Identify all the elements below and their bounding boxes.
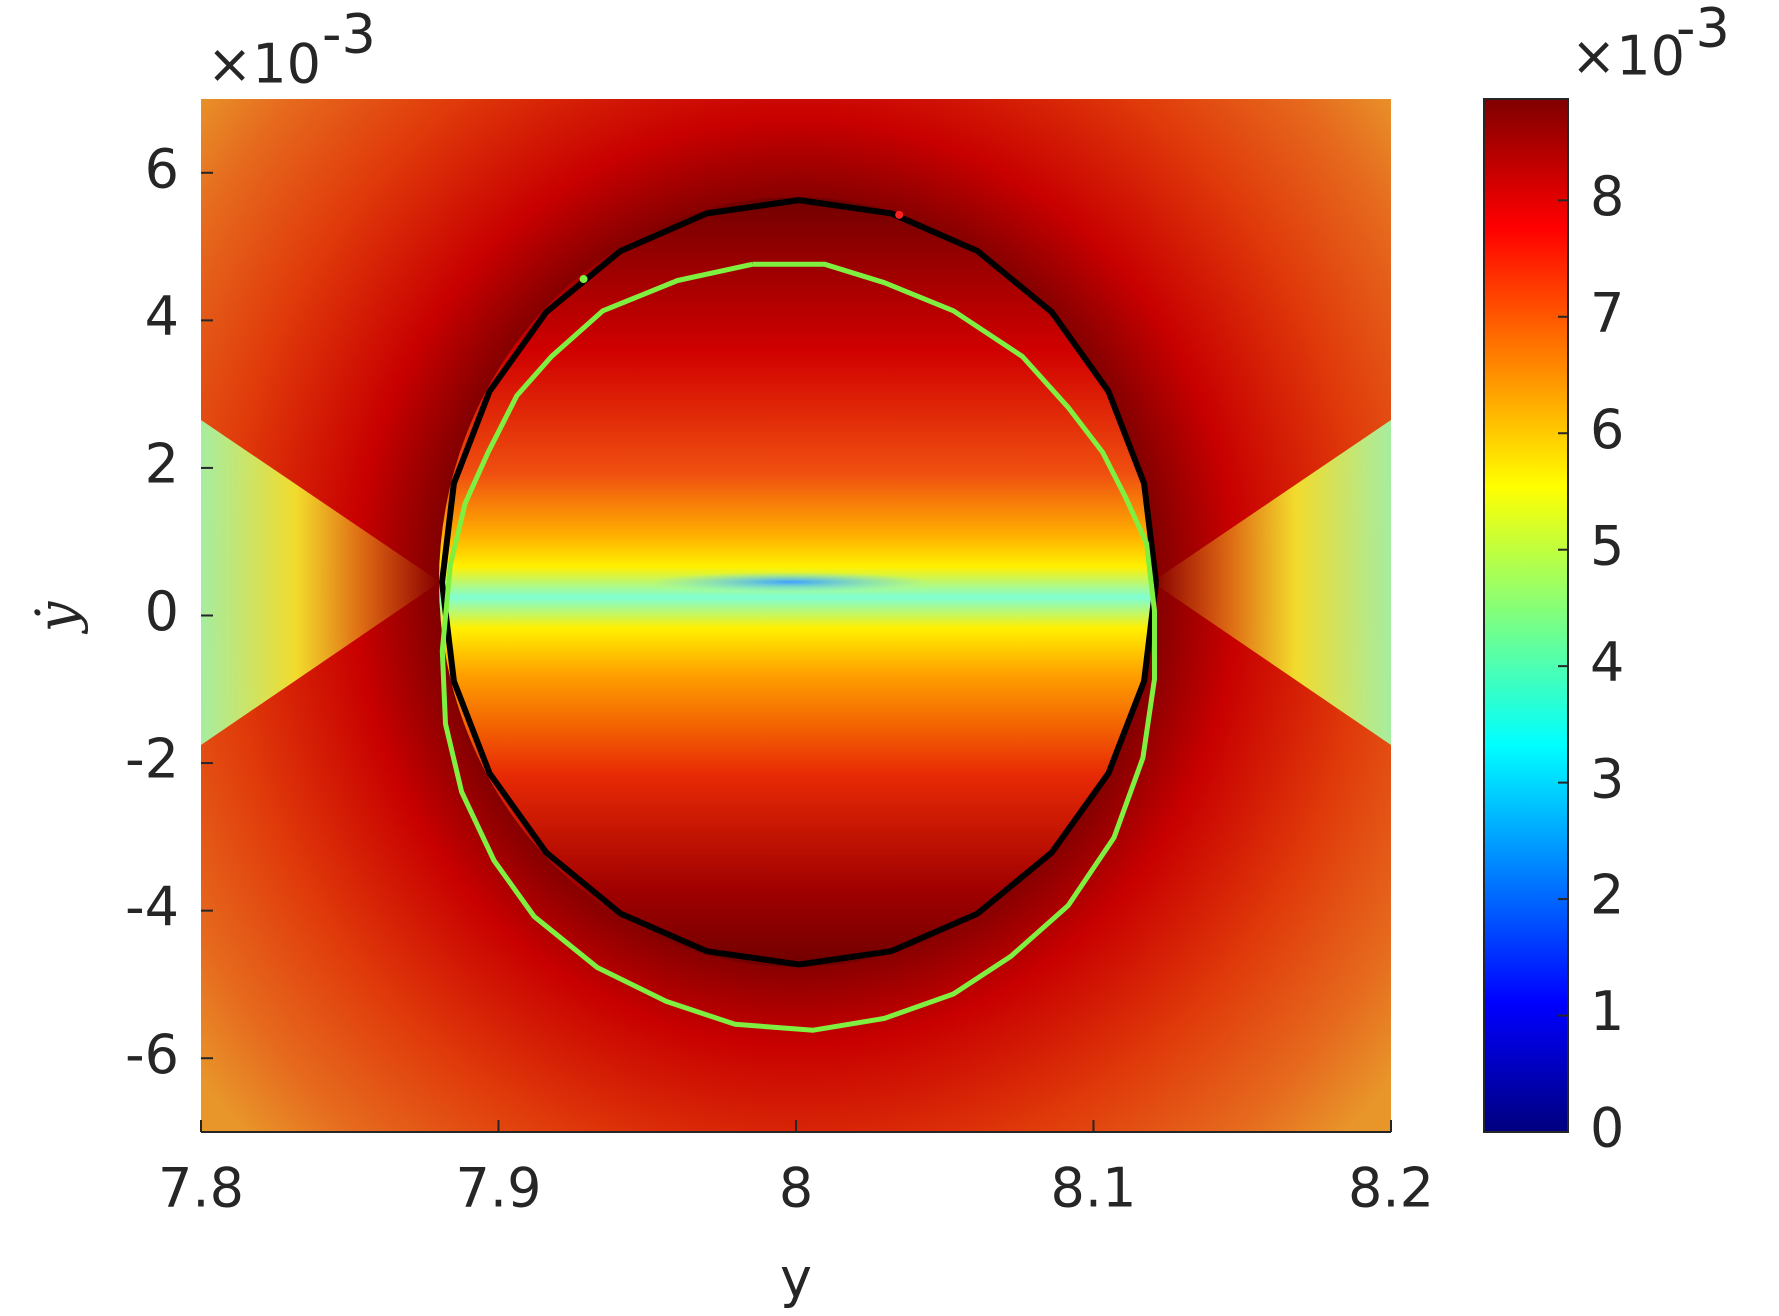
- x-axis-label: y: [780, 1247, 812, 1310]
- x-tick-label: 7.8: [158, 1157, 244, 1220]
- field-min: [650, 572, 930, 592]
- field-wedge: [201, 420, 440, 745]
- point: [895, 210, 904, 219]
- curves: [439, 197, 1159, 1033]
- field: [201, 99, 1391, 1132]
- point: [579, 275, 588, 284]
- field-wedge: [1152, 420, 1391, 745]
- y-exponent-base: ×10: [207, 33, 321, 96]
- colorbar-exponent-power: -3: [1676, 0, 1730, 60]
- colorbar-exponent-base: ×10: [1571, 25, 1685, 88]
- colorbar-tick-label: 5: [1590, 514, 1624, 577]
- colorbar-tick-label: 7: [1590, 281, 1624, 344]
- y-tick-label: -6: [125, 1023, 179, 1086]
- y-axis-label: ẏ: [26, 600, 89, 634]
- colorbar-tick-label: 3: [1590, 747, 1624, 810]
- colorbar-tick-label: 4: [1590, 631, 1624, 694]
- y-tick-label: 4: [145, 285, 179, 348]
- y-tick-label: 6: [145, 137, 179, 200]
- y-tick-label: 2: [145, 433, 179, 496]
- x-tick-label: 7.9: [456, 1157, 542, 1220]
- x-tick-label: 8: [779, 1157, 813, 1220]
- curve: [439, 197, 1159, 968]
- colorbar-tick-label: 6: [1590, 398, 1624, 461]
- x-tick-label: 8.2: [1348, 1157, 1434, 1220]
- colorbar-tick-label: 0: [1590, 1097, 1624, 1160]
- y-tick-label: 0: [145, 580, 179, 643]
- y-tick-label: -2: [125, 728, 179, 791]
- colorbar: [1483, 98, 1569, 1133]
- curve: [439, 261, 1157, 1033]
- colorbar-fill: [1484, 99, 1568, 1132]
- y-exponent-power: -3: [322, 3, 376, 66]
- x-tick-label: 8.1: [1051, 1157, 1137, 1220]
- colorbar-tick-label: 1: [1590, 980, 1624, 1043]
- y-tick-label: -4: [125, 875, 179, 938]
- colorbar-tick-label: 8: [1590, 165, 1624, 228]
- colorbar-tick-label: 2: [1590, 864, 1624, 927]
